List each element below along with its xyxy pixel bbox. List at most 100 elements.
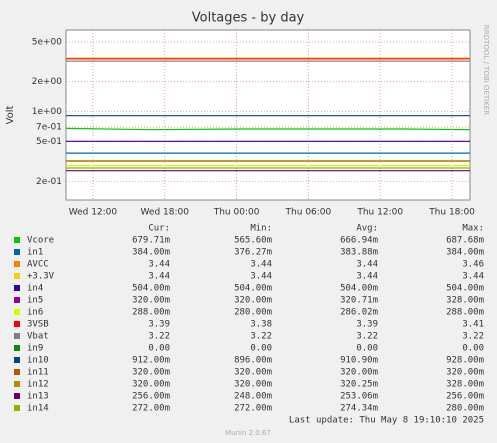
legend-stat: 3.44 [356, 272, 378, 282]
legend-stat: 896.00m [234, 356, 272, 366]
legend-stat: 679.71m [132, 236, 170, 246]
legend-swatch [14, 285, 20, 291]
y-tick-label: 2e-01 [36, 177, 62, 187]
legend-stat: 272.00m [234, 404, 272, 414]
legend-stat: 3.22 [462, 332, 484, 342]
legend-stat: 288.00m [446, 308, 484, 318]
legend-stat: 272.00m [132, 404, 170, 414]
legend-stat: 504.00m [340, 284, 378, 294]
legend-swatch [14, 249, 20, 255]
legend-stat: 320.00m [132, 296, 170, 306]
legend-stat: 3.44 [250, 272, 272, 282]
x-tick-label: Thu 12:00 [356, 208, 403, 218]
legend-stat: 248.00m [234, 392, 272, 402]
legend-label: +3.3V [27, 272, 55, 282]
legend-stat: 274.34m [340, 404, 378, 414]
legend-stat: 3.44 [462, 272, 484, 282]
legend-label: Vbat [27, 332, 49, 342]
legend-label: in4 [27, 284, 43, 294]
y-tick-label: 1e+00 [32, 107, 63, 117]
legend-stat: 3.44 [148, 272, 170, 282]
y-tick-label: 5e-01 [36, 137, 62, 147]
legend-stat: 384.00m [132, 248, 170, 258]
legend-label: in14 [27, 404, 49, 414]
chart-title: Voltages - by day [192, 11, 305, 26]
legend-stat: 320.00m [446, 368, 484, 378]
side-note: RRDTOOL / TOBI OETIKER [482, 25, 490, 115]
legend-stat: 3.44 [356, 260, 378, 270]
legend-stat: 666.94m [340, 236, 378, 246]
legend-stat: 328.00m [446, 296, 484, 306]
legend-stat: 320.00m [132, 380, 170, 390]
y-tick-label: 7e-01 [36, 123, 62, 133]
x-tick-label: Wed 18:00 [141, 208, 190, 218]
legend-stat: 320.00m [340, 368, 378, 378]
legend-swatch [14, 297, 20, 303]
y-tick-label: 5e+00 [32, 38, 63, 48]
legend-label: in11 [27, 368, 49, 378]
legend-label: in9 [27, 344, 43, 354]
legend-header: Min: [250, 224, 272, 234]
legend-header: Avg: [356, 224, 378, 234]
legend-label: in13 [27, 392, 49, 402]
plot-frame [65, 29, 471, 201]
legend-stat: 3.44 [148, 260, 170, 270]
legend-stat: 253.06m [340, 392, 378, 402]
legend-swatch [14, 333, 20, 339]
legend-swatch [14, 369, 20, 375]
legend-stat: 912.00m [132, 356, 170, 366]
legend-swatch [14, 381, 20, 387]
legend-stat: 376.27m [234, 248, 272, 258]
legend-stat: 3.39 [356, 320, 378, 330]
legend-stat: 328.00m [446, 380, 484, 390]
legend-stat: 320.25m [340, 380, 378, 390]
legend-stat: 288.00m [132, 308, 170, 318]
x-tick-label: Thu 06:00 [285, 208, 332, 218]
legend-stat: 320.00m [132, 368, 170, 378]
legend-swatch [14, 393, 20, 399]
legend-stat: 320.71m [340, 296, 378, 306]
legend-stat: 256.00m [132, 392, 170, 402]
legend-stat: 286.02m [340, 308, 378, 318]
legend-swatch [14, 405, 20, 411]
legend-label: in10 [27, 356, 49, 366]
legend-stat: 256.00m [446, 392, 484, 402]
legend-swatch [14, 309, 20, 315]
legend-stat: 320.00m [234, 368, 272, 378]
legend-stat: 3.22 [356, 332, 378, 342]
x-tick-label: Wed 12:00 [69, 208, 118, 218]
legend-label: 3VSB [27, 320, 49, 330]
y-axis-label: Volt [5, 105, 16, 124]
legend-stat: 504.00m [132, 284, 170, 294]
legend-stat: 0.00 [148, 344, 170, 354]
legend-stat: 565.60m [234, 236, 272, 246]
legend-stat: 383.88m [340, 248, 378, 258]
x-tick-label: Thu 00:00 [213, 208, 260, 218]
legend-label: AVCC [27, 260, 49, 270]
legend-stat: 910.90m [340, 356, 378, 366]
legend-stat: 0.00 [356, 344, 378, 354]
legend-label: in6 [27, 308, 43, 318]
legend-label: in5 [27, 296, 43, 306]
legend-swatch [14, 261, 20, 267]
legend-swatch [14, 273, 20, 279]
legend-stat: 384.00m [446, 248, 484, 258]
legend-stat: 280.00m [446, 404, 484, 414]
legend-label: in1 [27, 248, 43, 258]
legend-stat: 3.38 [250, 320, 272, 330]
legend-label: Vcore [27, 236, 54, 246]
legend-stat: 3.22 [250, 332, 272, 342]
legend-swatch [14, 237, 20, 243]
legend-swatch [14, 345, 20, 351]
legend-stat: 280.00m [234, 308, 272, 318]
legend-stat: 3.22 [148, 332, 170, 342]
legend-label: in12 [27, 380, 49, 390]
y-tick-label: 2e+00 [32, 77, 63, 87]
legend-stat: 687.68m [446, 236, 484, 246]
legend-stat: 0.00 [462, 344, 484, 354]
x-tick-label: Thu 18:00 [428, 208, 475, 218]
legend-swatch [14, 357, 20, 363]
legend-stat: 320.00m [234, 296, 272, 306]
